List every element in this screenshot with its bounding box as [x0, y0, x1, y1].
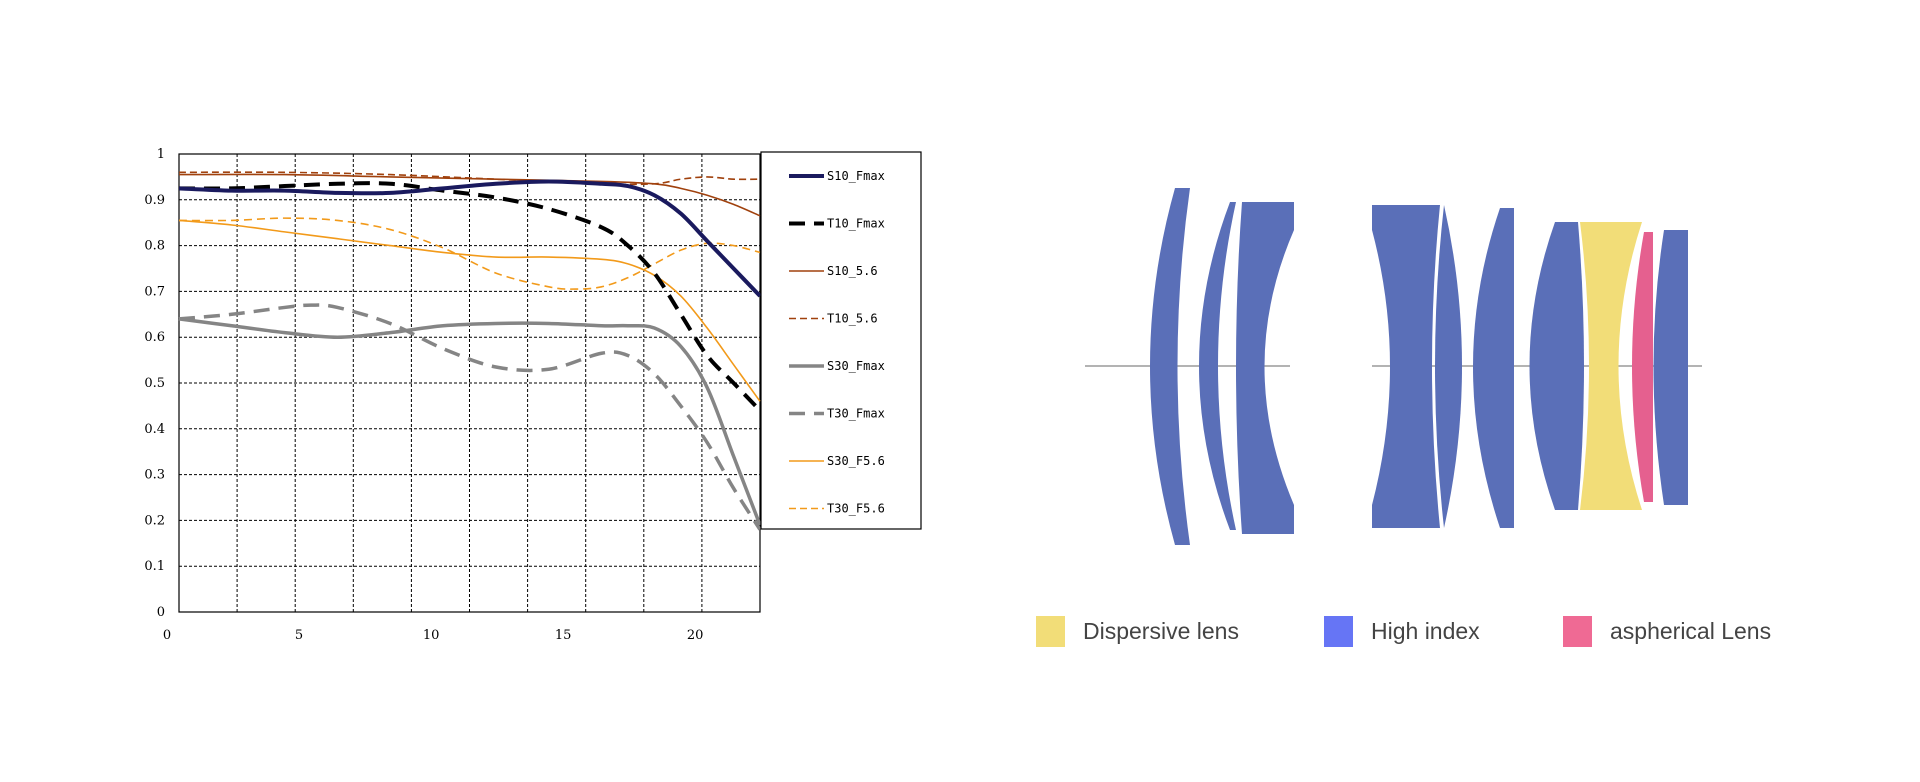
legend-aspherical: aspherical Lens: [1563, 616, 1771, 647]
x-tick-label: 10: [423, 628, 440, 643]
y-tick-label: 0.6: [144, 330, 165, 345]
y-tick-label: 0.5: [144, 376, 165, 391]
legend-label-S30_F5.6: S30_F5.6: [827, 454, 885, 468]
lens-cross-section-diagram: [1085, 188, 1702, 545]
y-tick-label: 0.8: [144, 239, 165, 254]
axis-tick-labels: 00.10.20.30.40.50.60.70.80.910 5 10 15 20: [144, 147, 703, 643]
legend-label-S30_Fmax: S30_Fmax: [827, 359, 885, 373]
y-tick-label: 1: [157, 147, 165, 162]
legend-label-S10_5.6: S10_5.6: [827, 264, 878, 278]
y-tick-label: 0: [157, 605, 165, 620]
y-tick-label: 0.4: [144, 422, 165, 437]
lens-element-4: [1372, 205, 1440, 528]
lens-element-6: [1473, 208, 1514, 528]
aspherical-swatch: [1563, 616, 1592, 647]
y-tick-label: 0.3: [144, 468, 165, 483]
lens-element-8-dispersive: [1580, 222, 1642, 510]
legend-label-T30_Fmax: T30_Fmax: [827, 407, 885, 421]
dispersive-label: Dispersive lens: [1083, 618, 1239, 644]
legend-label-T10_5.6: T10_5.6: [827, 312, 878, 326]
legend-label-T30_F5.6: T30_F5.6: [827, 502, 885, 516]
lens-element-7: [1529, 222, 1584, 510]
x-tick-label: 15: [555, 628, 572, 643]
lens-element-5: [1435, 205, 1462, 528]
x-tick-label: 5: [295, 628, 303, 643]
legend-label-T10_Fmax: T10_Fmax: [827, 217, 885, 231]
x-tick-label: 0: [163, 628, 171, 643]
series-line-T30_F5.6: [178, 217, 761, 290]
dispersive-swatch: [1036, 616, 1065, 647]
series-line-S30_F5.6: [178, 219, 761, 402]
plot-frame: [178, 153, 761, 613]
chart-legend: S10_Fmax T10_Fmax S10_5.6 T10_5.6 S30_Fmax T3…: [760, 151, 922, 530]
chart-series: [178, 171, 762, 531]
legend-dispersive: Dispersive lens: [1036, 616, 1239, 647]
legend-label-S10_Fmax: S10_Fmax: [827, 169, 885, 183]
mtf-chart: 00.10.20.30.40.50.60.70.80.910 5 10 15 20 S1…: [144, 147, 922, 643]
lens-element-2: [1199, 202, 1236, 530]
legend-frame: [760, 151, 922, 530]
legend-high-index: High index: [1324, 616, 1480, 647]
aspherical-label: aspherical Lens: [1610, 618, 1772, 644]
x-tick-label: 20: [687, 628, 704, 643]
series-line-S30_Fmax: [178, 317, 762, 526]
chart-grid: [178, 153, 761, 613]
y-tick-label: 0.7: [144, 284, 165, 299]
high-index-swatch: [1324, 616, 1353, 647]
high-index-label: High index: [1371, 618, 1480, 644]
series-line-T30_Fmax: [178, 303, 762, 531]
lens-element-9-aspherical: [1632, 232, 1653, 502]
y-tick-label: 0.1: [144, 559, 165, 574]
lens-element-10: [1653, 230, 1688, 505]
y-tick-label: 0.2: [144, 513, 165, 528]
series-line-S10_Fmax: [178, 179, 762, 298]
series-line-T10_Fmax: [178, 181, 762, 412]
series-line-S10_5.6: [178, 173, 761, 217]
lens-element-1: [1150, 188, 1190, 545]
y-tick-label: 0.9: [144, 193, 165, 208]
lens-element-3: [1236, 202, 1294, 534]
